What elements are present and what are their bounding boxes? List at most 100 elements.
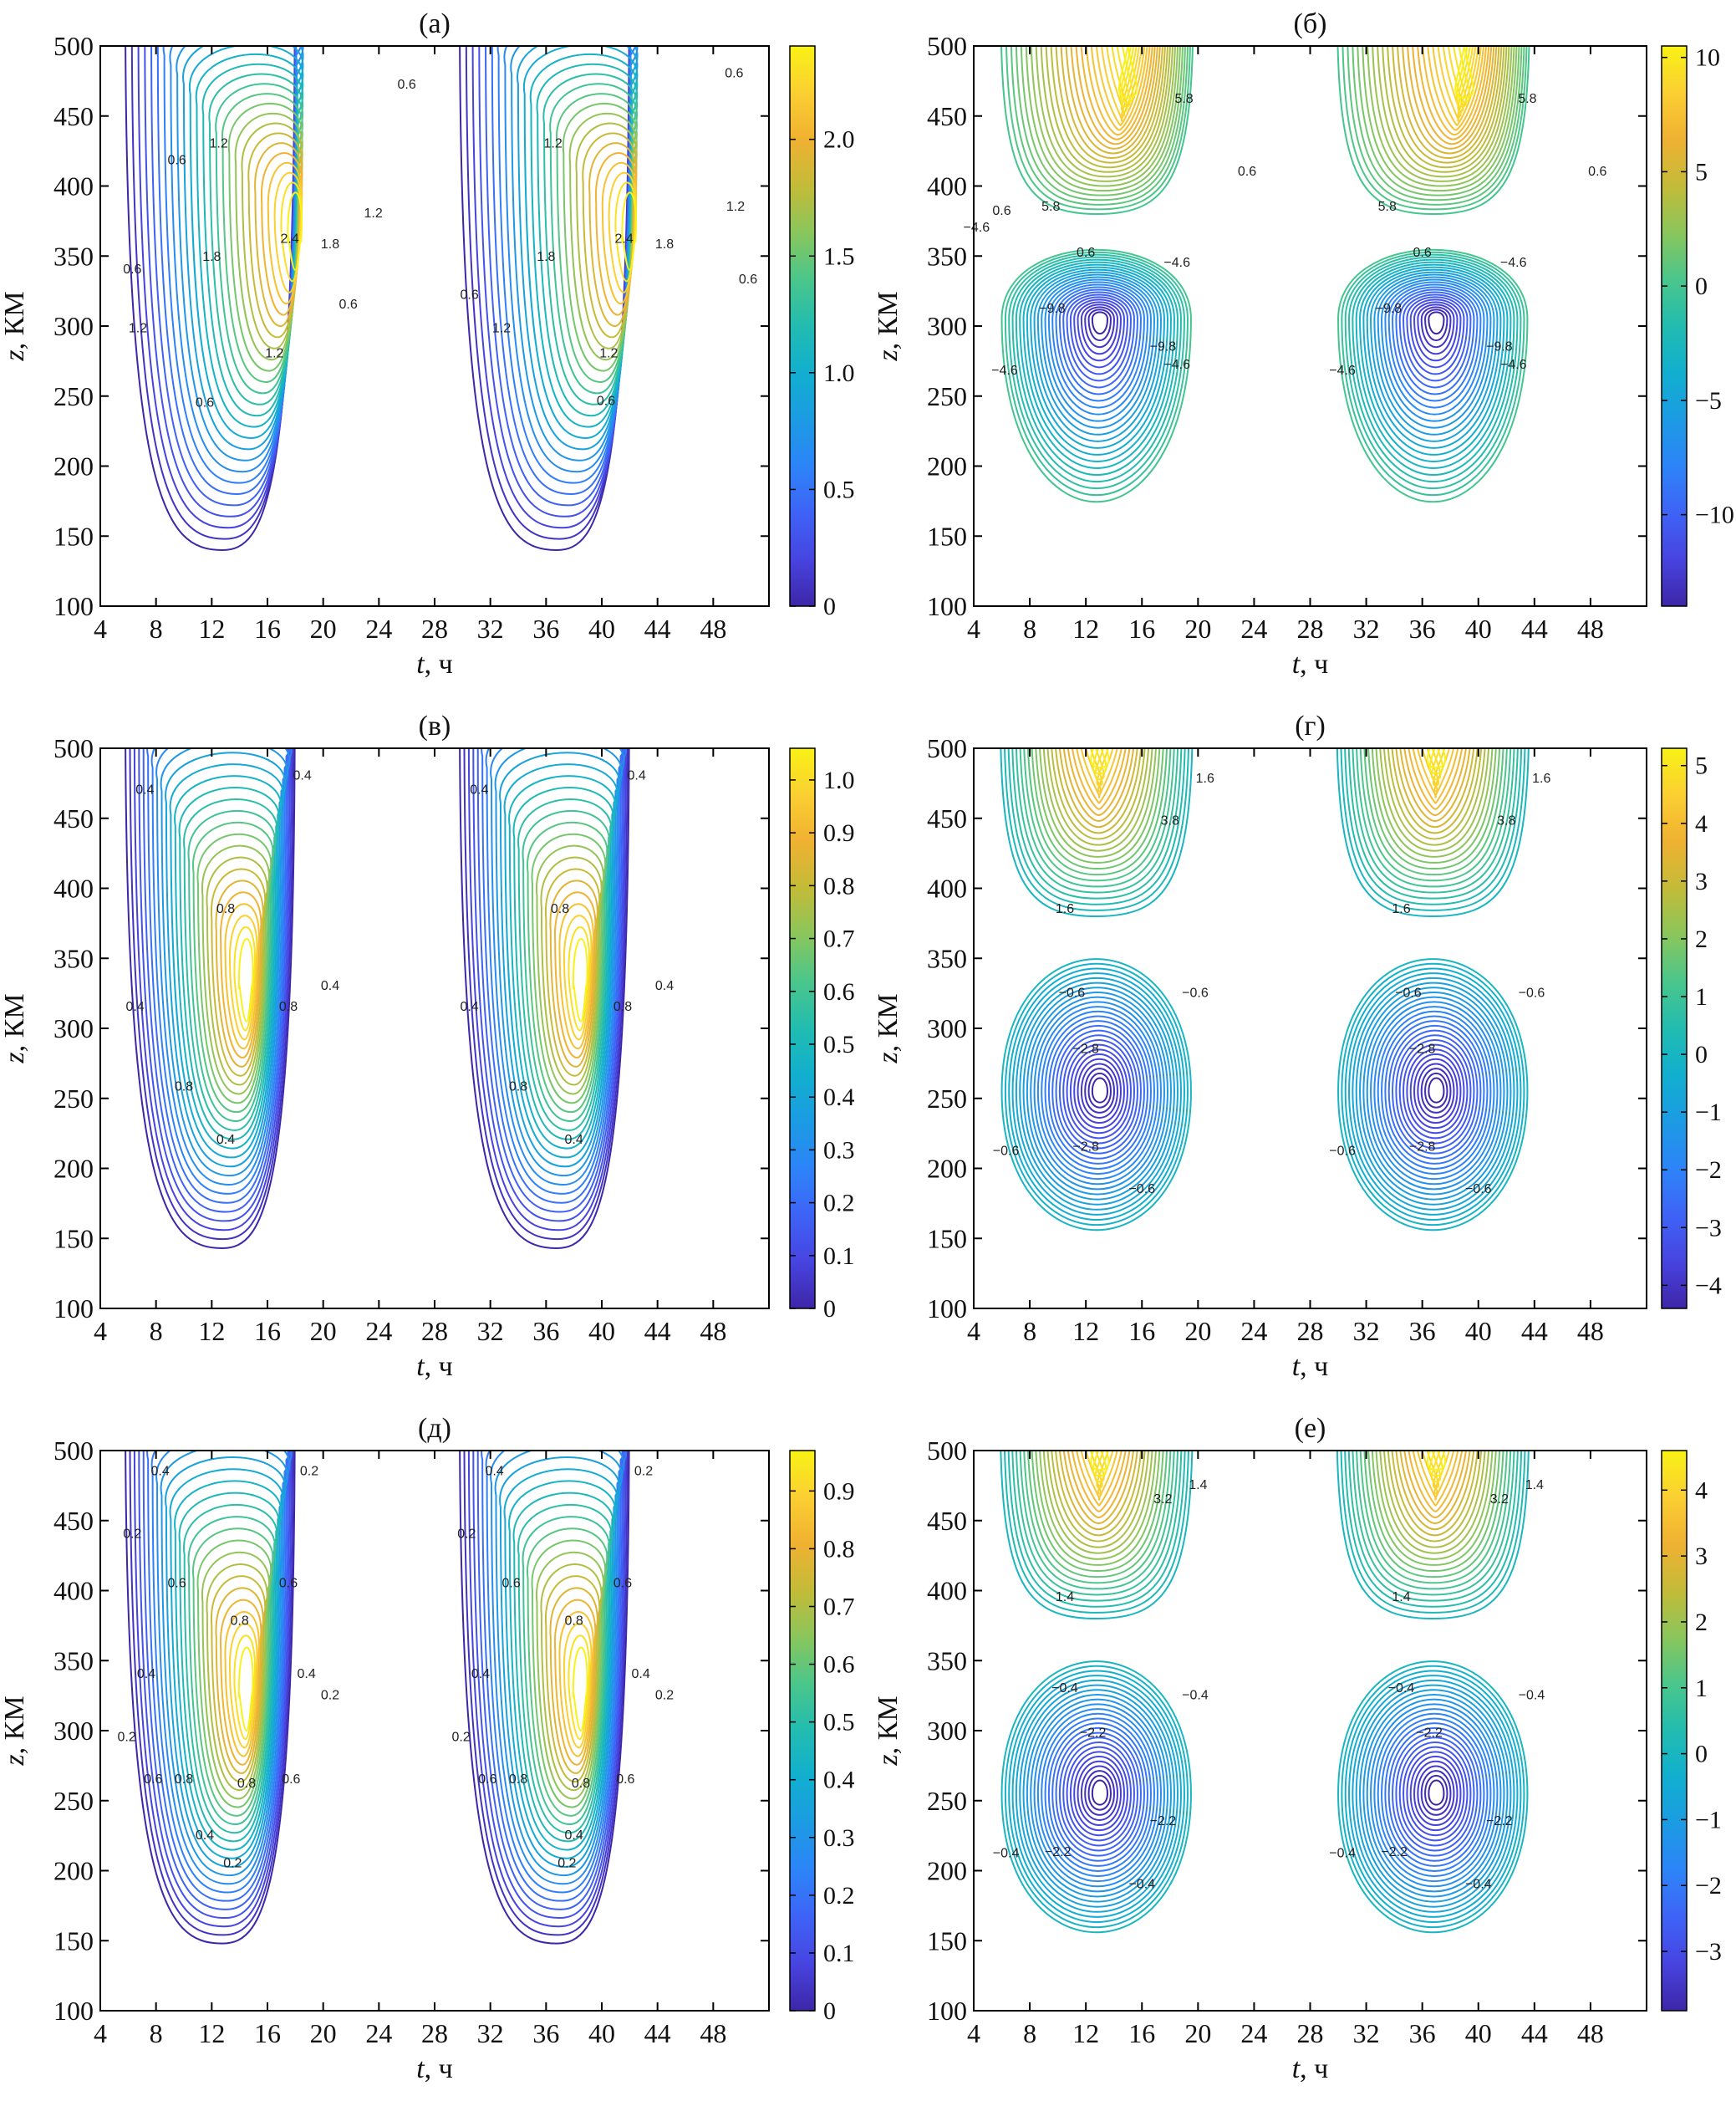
contour-line-neg-0-17 — [1062, 1741, 1135, 1847]
contour-line-1-10 — [523, 46, 639, 440]
colorbar-label-5: 0.5 — [823, 1031, 855, 1058]
contour-line-0-20 — [215, 880, 264, 1068]
contour-line-neg-0-15 — [1055, 1029, 1142, 1155]
contour-line-neg-0-19 — [1069, 1751, 1128, 1837]
contour-label-28: 0.8 — [572, 1777, 590, 1791]
contour-line-1-8 — [494, 748, 623, 1177]
contour-line-1-1 — [465, 46, 630, 540]
contour-line-1-0 — [1336, 46, 1530, 216]
y-tick-label-8: 500 — [927, 31, 967, 61]
contour-line-1-11 — [1392, 46, 1503, 164]
contour-line-1-21 — [1421, 748, 1450, 793]
x-tick-label-3: 16 — [254, 2018, 281, 2048]
contour-line-neg-1-14 — [1387, 1024, 1482, 1160]
y-tick-label-1: 150 — [53, 1925, 94, 1956]
contour-line-0-1 — [1004, 748, 1189, 911]
colorbar-label-3: 0.3 — [823, 1136, 855, 1164]
contour-label-8: 1.2 — [129, 322, 147, 336]
x-tick-label-1: 8 — [150, 2018, 163, 2048]
contour-label-22: 0.6 — [739, 273, 757, 287]
contour-line-neg-1-22 — [1417, 303, 1455, 354]
contour-line-neg-1-22 — [1417, 1063, 1455, 1119]
colorbar-label-3: 1.5 — [823, 242, 855, 270]
y-tick-label-0: 100 — [927, 1996, 967, 2026]
colorbar-label-7: 0.7 — [823, 1593, 855, 1620]
contour-line-0-2 — [1007, 1451, 1186, 1608]
contour-line-neg-0-9 — [1033, 1703, 1162, 1888]
x-axis-label-unit: , ч — [1300, 1351, 1328, 1382]
contour-line-neg-1-18 — [1403, 1746, 1469, 1842]
contour-line-1-8 — [1377, 46, 1510, 178]
contour-line-1-5 — [1362, 46, 1518, 192]
contour-line-0-16 — [196, 1539, 272, 1808]
x-tick-label-9: 40 — [588, 614, 615, 644]
contour-line-0-4 — [1020, 46, 1184, 196]
x-tick-label-0: 4 — [94, 2018, 107, 2048]
contour-line-0-13 — [183, 798, 278, 1131]
contour-label-9: −0.4 — [1128, 1877, 1155, 1891]
x-axis-label-var: t — [1292, 2053, 1301, 2084]
x-axis-label-unit: , ч — [1300, 649, 1328, 680]
contour-line-neg-0-17 — [1062, 1038, 1135, 1145]
x-tick-label-6: 28 — [1297, 614, 1324, 644]
contour-line-1-18 — [1408, 1451, 1464, 1512]
contour-line-neg-1-12 — [1381, 278, 1489, 422]
contour-line-1-12 — [512, 1492, 615, 1843]
y-tick-label-2: 200 — [927, 451, 967, 482]
contour-line-1-12 — [1383, 1451, 1486, 1548]
contour-line-0-22 — [1089, 1451, 1109, 1489]
contour-label-2: 0.8 — [216, 902, 235, 916]
contour-line-neg-0-2 — [1008, 1670, 1185, 1923]
contour-line-neg-1-18 — [1403, 293, 1469, 382]
x-tick-label-8: 36 — [1409, 2018, 1436, 2048]
x-tick-label-1: 8 — [150, 1316, 163, 1346]
contour-line-0-8 — [1040, 46, 1173, 178]
contour-label-16: −2.2 — [1486, 1814, 1513, 1828]
contour-label-20: 0.6 — [597, 395, 615, 409]
contour-label-16: −0.6 — [1329, 1145, 1356, 1159]
y-tick-label-1: 150 — [927, 1223, 967, 1253]
contour-label-14: 1.2 — [544, 136, 563, 150]
contour-line-0-20 — [1080, 748, 1118, 798]
y-tick-label-5: 350 — [927, 241, 967, 271]
contour-line-neg-1-25 — [1428, 311, 1445, 334]
contour-label-18: 0.2 — [457, 1527, 476, 1542]
contour-line-0-20 — [1101, 46, 1143, 122]
x-tick-label-9: 40 — [1465, 1316, 1492, 1346]
contour-label-10: −4.6 — [991, 364, 1018, 378]
contour-line-0-0 — [125, 1451, 296, 1945]
contour-line-neg-1-17 — [1398, 1038, 1472, 1145]
contour-label-10: 0.6 — [144, 1772, 162, 1787]
contour-line-1-15 — [527, 1527, 608, 1817]
contour-line-0-10 — [189, 46, 304, 440]
contour-line-1-24 — [1428, 748, 1444, 775]
contour-label-12: 0.6 — [461, 288, 479, 302]
contour-line-1-21 — [554, 1599, 597, 1766]
contour-field — [125, 748, 630, 1249]
chart-panel-v: 0.4 0.4 0.8 0.4 0.8 0.4 0.8 0.4 0.4 0.4 0.8 0.4 0.8 0… — [0, 711, 855, 1382]
colorbar-label-2: 0.2 — [823, 1882, 855, 1910]
contour-line-1-6 — [1359, 748, 1508, 882]
contour-label-29: 0.6 — [616, 1772, 634, 1787]
contour-line-0-6 — [150, 1451, 293, 1894]
contour-line-neg-1-2 — [1344, 967, 1522, 1221]
contour-line-1-15 — [1395, 1451, 1475, 1531]
contour-label-14: −0.4 — [1519, 1688, 1545, 1702]
contour-line-0-23 — [1094, 1451, 1105, 1483]
contour-line-1-23 — [563, 915, 593, 1041]
contour-line-neg-0-0 — [1000, 248, 1192, 502]
contour-line-neg-1-14 — [1387, 283, 1482, 409]
contour-line-0-6 — [162, 46, 303, 484]
contour-label-2: 1.2 — [210, 136, 228, 150]
colorbar-label-5: 1 — [1695, 983, 1708, 1011]
y-axis-label: z, КМ — [873, 993, 904, 1063]
contour-label-4: −0.6 — [1182, 986, 1209, 1000]
contour-line-neg-1-4 — [1352, 1679, 1515, 1913]
contour-line-neg-1-11 — [1377, 1712, 1492, 1878]
colorbar — [1661, 45, 1688, 607]
y-tick-label-3: 250 — [53, 1786, 94, 1816]
colorbar-label-3: −1 — [1695, 1099, 1722, 1126]
contour-line-0-24 — [1092, 1451, 1107, 1477]
contour-label-3: 5.8 — [1174, 92, 1193, 106]
contour-field — [1000, 46, 1530, 502]
